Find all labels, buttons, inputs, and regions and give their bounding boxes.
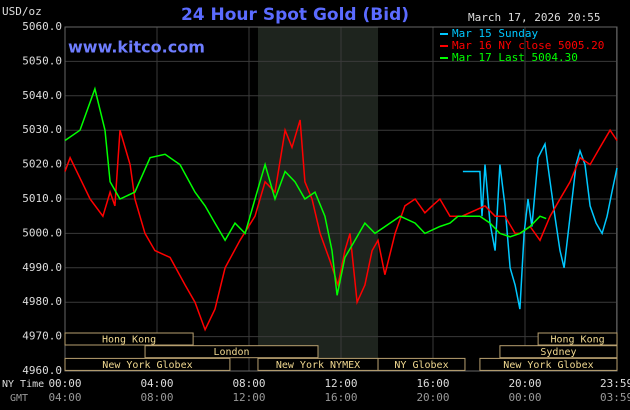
session-label: New York NYMEX: [276, 360, 360, 371]
legend-label: Mar 15 Sunday: [452, 27, 538, 40]
unit-label: USD/oz: [2, 5, 42, 18]
y-tick-label: 5050.0: [22, 54, 62, 67]
session-label: New York Globex: [503, 360, 593, 371]
session-bar: [64, 332, 194, 346]
price-line: [462, 141, 618, 310]
x-tick-label: 04:00: [140, 377, 173, 390]
gmt-tick-label: 20:00: [416, 391, 449, 404]
y-tick-label: 5030.0: [22, 123, 62, 136]
x-tick-label: 20:00: [508, 377, 541, 390]
x-tick-label: 23:59: [600, 377, 630, 390]
legend-label: Mar 17 Last 5004.30: [452, 51, 578, 64]
x-tick-label: 12:00: [324, 377, 357, 390]
y-tick-label: 4990.0: [22, 261, 62, 274]
session-label: Sydney: [540, 347, 576, 358]
gmt-tick-label: 03:59: [600, 391, 630, 404]
y-tick-label: 4960.0: [22, 364, 62, 377]
price-line: [64, 86, 547, 296]
session-label: NY Globex: [394, 360, 448, 371]
y-tick-label: 4970.0: [22, 330, 62, 343]
session-label: New York Globex: [102, 360, 192, 371]
gmt-tick-label: 12:00: [232, 391, 265, 404]
y-tick-label: 5060.0: [22, 20, 62, 33]
gmt-tick-label: 16:00: [324, 391, 357, 404]
legend-label: Mar 16 NY close 5005.20: [452, 39, 604, 52]
session-label: Hong Kong: [550, 335, 604, 346]
session-bar: [499, 345, 618, 359]
session-bar: [64, 357, 231, 371]
y-tick-label: 5020.0: [22, 158, 62, 171]
gmt-tick-label: 00:00: [508, 391, 541, 404]
session-bar: [537, 332, 618, 346]
y-tick-label: 5000.0: [22, 226, 62, 239]
y-tick-label: 5040.0: [22, 89, 62, 102]
x-tick-label: 16:00: [416, 377, 449, 390]
gmt-tick-label: 08:00: [140, 391, 173, 404]
session-label: Hong Kong: [102, 335, 156, 346]
chart-title: 24 Hour Spot Gold (Bid): [181, 5, 409, 25]
session-bar: [377, 357, 466, 371]
gmt-axis-label: GMT: [10, 393, 28, 404]
session-bar: [144, 345, 319, 359]
gmt-tick-label: 04:00: [48, 391, 81, 404]
session-bar: [479, 357, 618, 371]
watermark: www.kitco.com: [68, 38, 205, 57]
y-tick-label: 4980.0: [22, 295, 62, 308]
session-label: London: [213, 347, 249, 358]
ny-axis-label: NY Time: [2, 379, 44, 390]
x-tick-label: 08:00: [232, 377, 265, 390]
plot-frame: [64, 26, 618, 372]
y-tick-label: 5010.0: [22, 192, 62, 205]
timestamp: March 17, 2026 20:55: [468, 11, 600, 24]
x-tick-label: 00:00: [48, 377, 81, 390]
